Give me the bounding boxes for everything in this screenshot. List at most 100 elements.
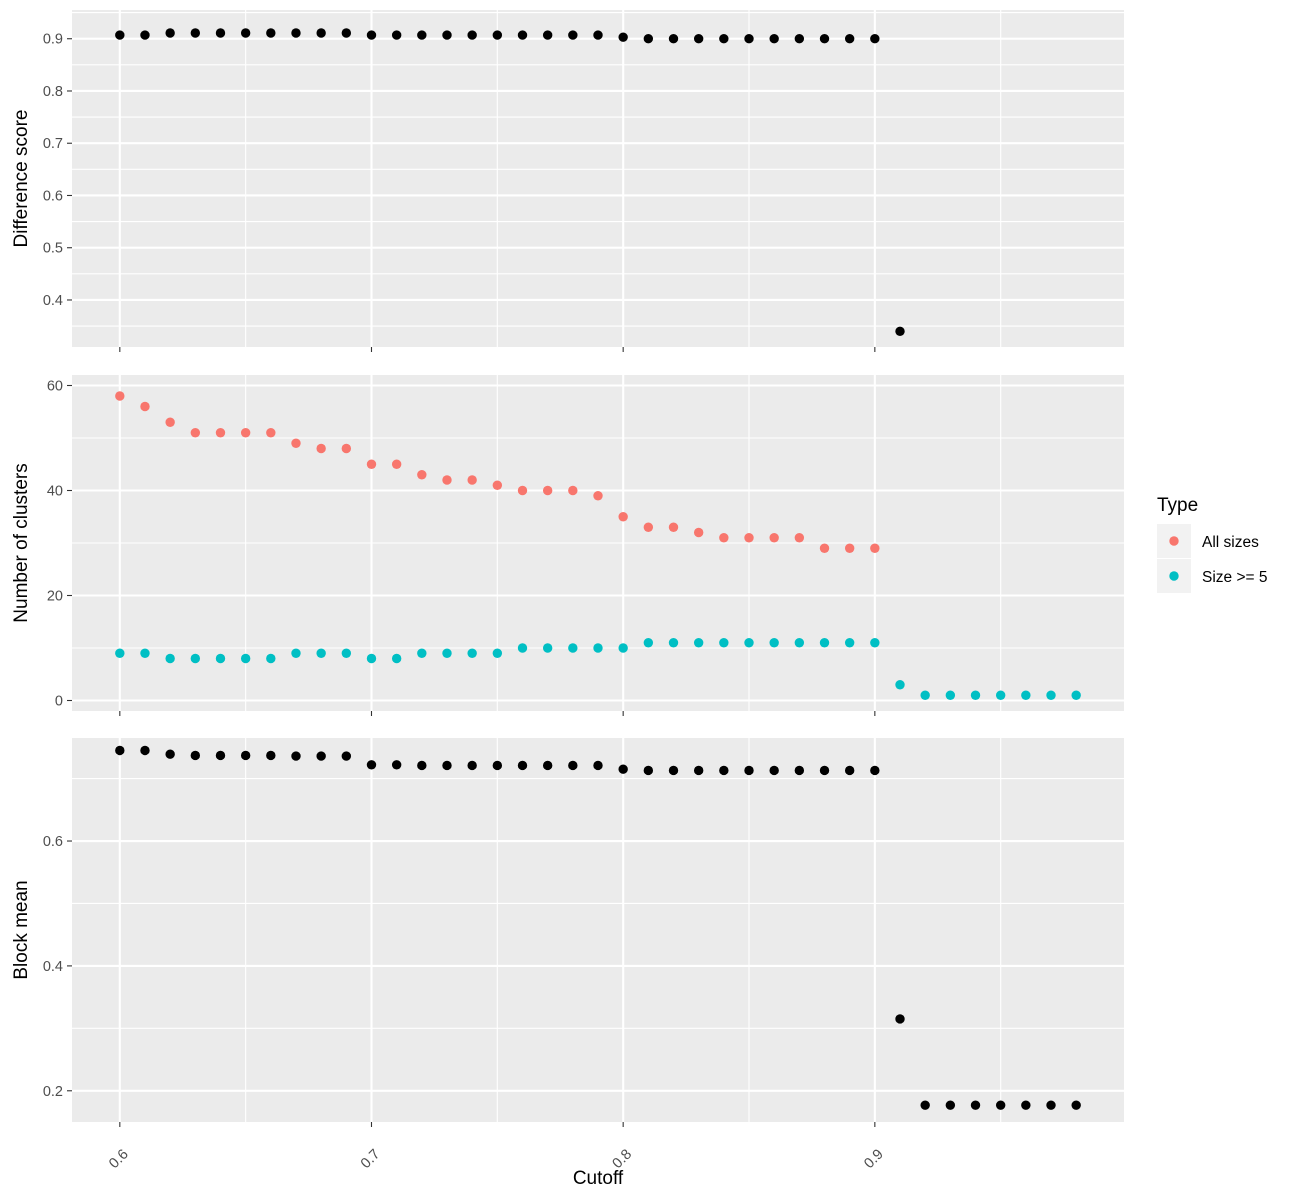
data-point [366,760,377,770]
data-point [819,543,830,553]
data-point [895,1014,905,1024]
data-point [366,30,377,40]
y-tick-label: 0.2 [43,1084,63,1100]
y-tick-label: 60 [47,379,63,395]
data-point [1071,690,1081,700]
data-point [920,1100,930,1110]
data-point [593,643,603,653]
data-point [366,459,377,469]
data-point [794,34,805,44]
data-point [341,751,352,761]
data-point [870,543,880,553]
y-tick-label: 0.4 [43,959,63,975]
data-point [618,643,628,653]
data-point [165,417,175,427]
data-point [115,30,125,40]
data-point [417,760,427,771]
data-point [618,764,628,774]
data-point [316,28,326,38]
legend: Type All sizes Size >= 5 [1157,495,1268,593]
data-point [492,648,503,658]
data-point [593,491,603,501]
data-point [341,28,352,38]
data-point [819,765,830,776]
data-point [870,34,880,44]
data-point [316,751,326,761]
data-point [266,653,276,664]
data-point [1046,690,1056,700]
data-point [542,643,553,653]
data-point [870,638,880,648]
y-tick-label: 40 [47,484,63,500]
data-point [240,653,251,664]
y-tick-label: 0.9 [43,32,63,48]
data-point [568,643,578,653]
data-point [769,34,779,44]
data-point [542,30,553,40]
data-point [190,653,201,664]
y-tick-label: 0.6 [43,188,63,204]
data-point [366,653,377,664]
legend-key [1169,536,1179,546]
data-point [794,765,805,776]
y-axis-title: Block mean [11,880,32,979]
data-point [844,765,855,776]
data-point [693,34,704,44]
data-point [240,28,251,38]
data-point [668,522,679,532]
data-point [970,1100,981,1110]
y-tick-label: 0.7 [43,136,63,152]
data-point [1021,1100,1031,1110]
data-point [920,690,930,700]
data-point [794,638,805,648]
data-point [165,749,175,759]
data-point [819,638,830,648]
panel-2: 0 20 40 60 Number of clusters [11,375,1124,716]
data-point [668,638,679,648]
y-axis-title: Difference score [11,110,32,248]
data-point [115,648,125,658]
data-point [769,638,779,648]
data-point [215,653,226,664]
data-point [668,34,679,44]
data-point [593,760,603,771]
data-point [291,438,301,448]
data-point [115,391,125,401]
data-point [568,485,578,496]
series-1 [115,391,880,553]
data-point [719,533,729,543]
data-point [467,30,477,40]
panel-background [72,10,1124,347]
data-point [467,475,477,485]
data-point [341,648,352,658]
y-tick-label: 0.8 [43,84,63,100]
data-point [794,533,805,543]
data-point [266,750,276,761]
data-point [844,543,855,553]
data-point [492,30,503,40]
data-point [492,760,503,771]
data-point [316,648,326,658]
legend-entries: All sizes Size >= 5 [1157,524,1268,593]
data-point [870,765,880,776]
data-point [492,480,503,490]
data-point [1046,1100,1056,1110]
data-point [140,401,150,412]
data-point [643,765,654,776]
y-tick-label: 0.5 [43,241,63,257]
data-point [643,638,654,648]
data-point [442,760,452,771]
y-tick-label: 20 [47,589,63,605]
data-point [391,760,402,770]
data-point [517,643,528,653]
data-point [165,28,175,38]
data-point [945,690,956,700]
data-point [693,638,704,648]
data-point [744,533,754,543]
data-point [417,648,427,658]
data-point [970,690,981,700]
data-point [844,34,855,44]
legend-entry: Size >= 5 [1157,559,1268,593]
